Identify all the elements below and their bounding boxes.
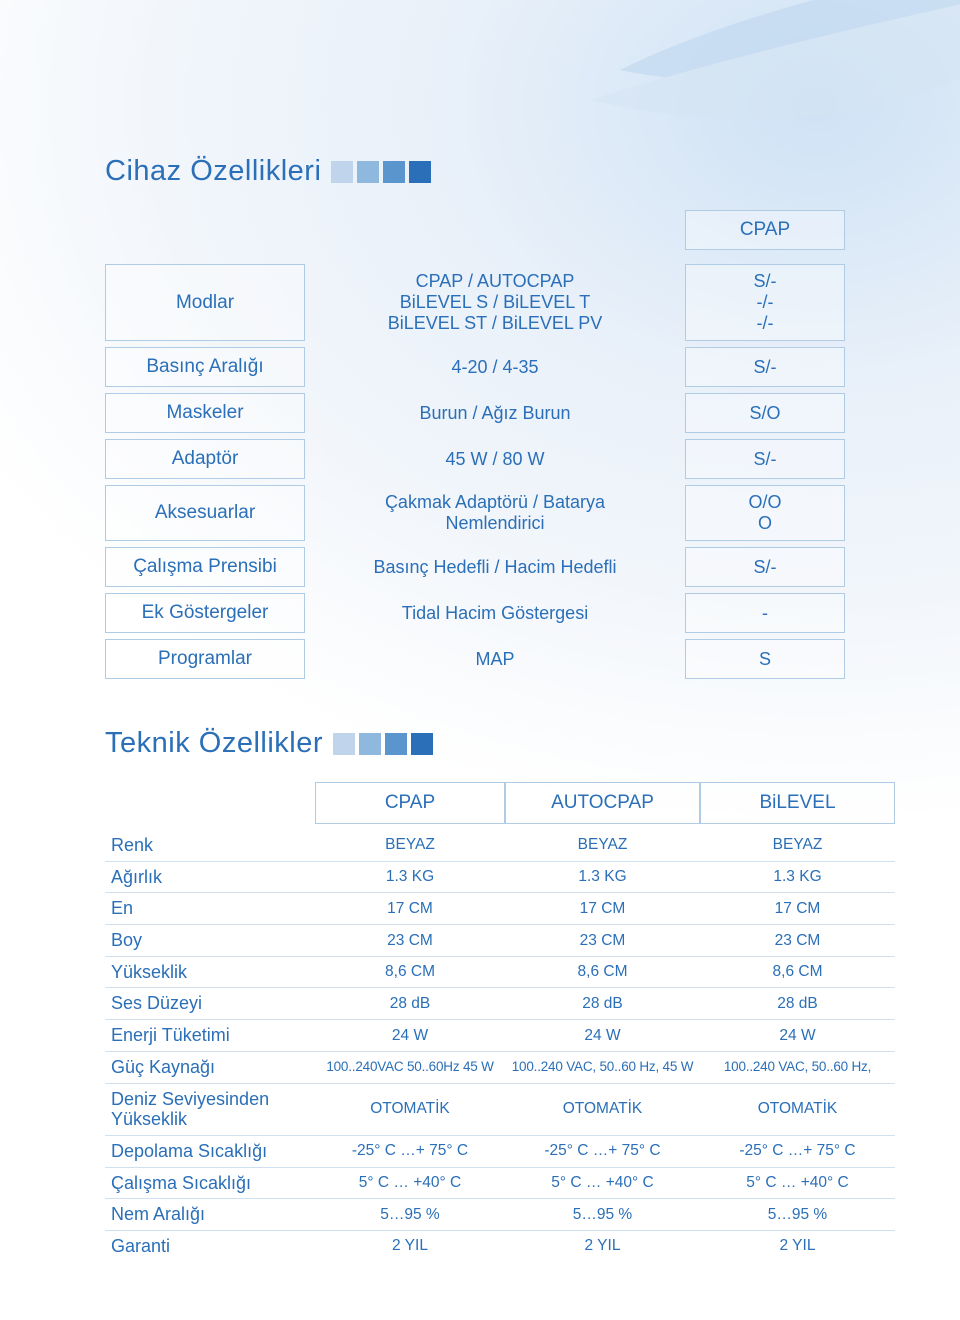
t2-row-label: Depolama Sıcaklığı — [105, 1136, 315, 1168]
t2-row-cell: 23 CM — [315, 925, 505, 957]
t2-row-cell: BEYAZ — [700, 830, 895, 862]
t2-row-cell: 24 W — [700, 1020, 895, 1052]
t1-row-mid: Çakmak Adaptörü / BataryaNemlendirici — [305, 485, 685, 541]
t2-row-cell: 5…95 % — [315, 1199, 505, 1231]
t2-row-cell: OTOMATİK — [505, 1084, 700, 1136]
t1-row-value: S — [685, 639, 845, 679]
t1-row-label: Ek Göstergeler — [105, 593, 305, 633]
t2-row-label: Garanti — [105, 1231, 315, 1262]
t2-row-label: Renk — [105, 830, 315, 862]
t2-row-cell: 28 dB — [315, 988, 505, 1020]
t2-row-cell: 8,6 CM — [315, 957, 505, 989]
t1-row-label: Modlar — [105, 264, 305, 341]
t2-row-label: Ağırlık — [105, 862, 315, 894]
t1-row-mid: Basınç Hedefli / Hacim Hedefli — [305, 547, 685, 587]
t2-row-label: En — [105, 893, 315, 925]
section1-title: Cihaz Özellikleri — [105, 155, 321, 188]
t2-row-cell: BEYAZ — [505, 830, 700, 862]
t2-row-label: Nem Aralığı — [105, 1199, 315, 1231]
t1-row-label: Programlar — [105, 639, 305, 679]
t2-row-cell: 28 dB — [700, 988, 895, 1020]
t2-row-cell: 24 W — [505, 1020, 700, 1052]
t1-row-label: Adaptör — [105, 439, 305, 479]
t2-row-cell: OTOMATİK — [700, 1084, 895, 1136]
t1-row-value: S/O — [685, 393, 845, 433]
t2-row-cell: 1.3 KG — [700, 862, 895, 894]
t2-row-cell: -25° C …+ 75° C — [700, 1136, 895, 1168]
t1-row-label: Aksesuarlar — [105, 485, 305, 541]
page-content: Cihaz Özellikleri CPAP ModlarCPAP / AUTO… — [0, 0, 960, 1302]
t2-row-label: Ses Düzeyi — [105, 988, 315, 1020]
t2-row-cell: OTOMATİK — [315, 1084, 505, 1136]
t2-header-bilevel: BiLEVEL — [700, 782, 895, 824]
section1-title-row: Cihaz Özellikleri — [105, 155, 900, 188]
t1-row-value: S/--/--/- — [685, 264, 845, 341]
device-features-table: CPAP ModlarCPAP / AUTOCPAPBiLEVEL S / Bi… — [105, 210, 900, 679]
t1-row-value: O/OO — [685, 485, 845, 541]
t2-row-cell: 17 CM — [315, 893, 505, 925]
t1-row-mid: MAP — [305, 639, 685, 679]
t2-row-cell: 100..240VAC 50..60Hz 45 W — [315, 1052, 505, 1084]
t1-row-label: Maskeler — [105, 393, 305, 433]
t1-row-value: S/- — [685, 547, 845, 587]
t1-row-value: - — [685, 593, 845, 633]
t1-row-value: S/- — [685, 439, 845, 479]
t1-row-mid: CPAP / AUTOCPAPBiLEVEL S / BiLEVEL TBiLE… — [305, 264, 685, 341]
t2-row-label: Güç Kaynağı — [105, 1052, 315, 1084]
t1-row-mid: 45 W / 80 W — [305, 439, 685, 479]
t1-row-label: Çalışma Prensibi — [105, 547, 305, 587]
section2-title-row: Teknik Özellikler — [105, 727, 900, 760]
t2-row-cell: 5…95 % — [700, 1199, 895, 1231]
t1-row-value: S/- — [685, 347, 845, 387]
t2-row-label: Deniz SeviyesindenYükseklik — [105, 1084, 315, 1136]
t2-row-cell: 100..240 VAC, 50..60 Hz, — [700, 1052, 895, 1084]
t2-header-cpap: CPAP — [315, 782, 505, 824]
t2-row-cell: 2 YIL — [505, 1231, 700, 1262]
t2-row-label: Çalışma Sıcaklığı — [105, 1168, 315, 1200]
section2-title: Teknik Özellikler — [105, 727, 323, 760]
t2-header-autocpap: AUTOCPAP — [505, 782, 700, 824]
decorative-squares — [333, 733, 433, 755]
t2-row-label: Enerji Tüketimi — [105, 1020, 315, 1052]
t2-row-cell: 5° C … +40° C — [700, 1168, 895, 1200]
t1-row-mid: Tidal Hacim Göstergesi — [305, 593, 685, 633]
t2-row-cell: 8,6 CM — [700, 957, 895, 989]
t2-row-cell: 28 dB — [505, 988, 700, 1020]
t2-row-cell: 5° C … +40° C — [315, 1168, 505, 1200]
t2-row-label: Boy — [105, 925, 315, 957]
t2-row-cell: 8,6 CM — [505, 957, 700, 989]
tech-specs-table: CPAP AUTOCPAP BiLEVEL RenkBEYAZBEYAZBEYA… — [105, 782, 900, 1262]
t2-row-cell: 100..240 VAC, 50..60 Hz, 45 W — [505, 1052, 700, 1084]
t2-row-cell: 2 YIL — [315, 1231, 505, 1262]
t1-row-mid: Burun / Ağız Burun — [305, 393, 685, 433]
t1-row-mid: 4-20 / 4-35 — [305, 347, 685, 387]
t2-row-cell: 1.3 KG — [505, 862, 700, 894]
t2-row-cell: BEYAZ — [315, 830, 505, 862]
t2-row-cell: -25° C …+ 75° C — [505, 1136, 700, 1168]
t1-header-cpap: CPAP — [685, 210, 845, 250]
t2-row-cell: 24 W — [315, 1020, 505, 1052]
t2-row-cell: 5° C … +40° C — [505, 1168, 700, 1200]
t2-row-cell: 17 CM — [700, 893, 895, 925]
t2-row-cell: 23 CM — [505, 925, 700, 957]
t2-row-cell: 1.3 KG — [315, 862, 505, 894]
t2-row-cell: 5…95 % — [505, 1199, 700, 1231]
t2-row-label: Yükseklik — [105, 957, 315, 989]
t2-row-cell: 23 CM — [700, 925, 895, 957]
decorative-squares — [331, 161, 431, 183]
t1-row-label: Basınç Aralığı — [105, 347, 305, 387]
t2-row-cell: 2 YIL — [700, 1231, 895, 1262]
t2-row-cell: 17 CM — [505, 893, 700, 925]
t2-row-cell: -25° C …+ 75° C — [315, 1136, 505, 1168]
